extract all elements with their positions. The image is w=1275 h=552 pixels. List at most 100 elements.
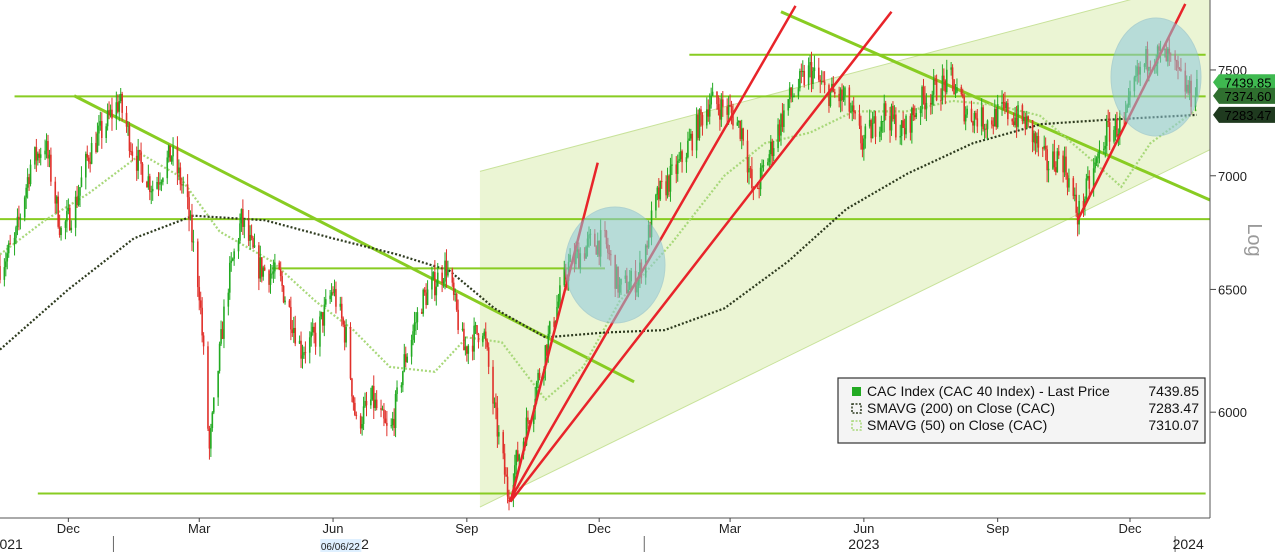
y-tick-label: 6500 — [1218, 282, 1247, 297]
candle-body — [176, 146, 179, 174]
candle-body — [879, 131, 881, 137]
candle-body — [1007, 103, 1009, 120]
candle-body — [813, 67, 816, 72]
candle-body — [710, 95, 712, 105]
candle-body — [493, 402, 496, 404]
candle-body — [1063, 156, 1066, 173]
candle-body — [140, 151, 142, 164]
candle-body — [260, 257, 263, 277]
candle-body — [233, 251, 235, 259]
candle-body — [96, 133, 99, 153]
candle-body — [375, 399, 378, 409]
candle-body — [117, 102, 119, 112]
candle-body — [791, 96, 794, 98]
candle-body — [681, 151, 683, 163]
candle-body — [1041, 147, 1044, 149]
candle-body — [298, 340, 301, 344]
candle-body — [956, 87, 958, 93]
candle-body — [322, 312, 324, 326]
candle-body — [924, 97, 926, 110]
candle-body — [342, 318, 345, 325]
candle-body — [463, 328, 465, 351]
candle-body — [864, 126, 867, 139]
candle-body — [780, 114, 782, 136]
candle-body — [951, 67, 954, 80]
candle-body — [127, 125, 129, 127]
y-tick-label: 7500 — [1218, 63, 1247, 78]
candle-body — [351, 378, 353, 397]
candle-body — [1082, 200, 1085, 207]
candle-body — [192, 241, 195, 243]
candle-body — [678, 159, 680, 161]
candle-body — [963, 96, 966, 122]
candle-body — [1108, 122, 1111, 142]
candle-body — [66, 210, 68, 222]
candle-body — [1033, 133, 1035, 143]
candle-body — [817, 67, 820, 80]
candle-body — [354, 402, 356, 415]
candle-body — [7, 243, 10, 254]
candle-body — [527, 417, 529, 422]
candle-body — [101, 121, 103, 139]
candle-body — [105, 126, 107, 139]
candle-body — [284, 300, 286, 303]
candle-body — [929, 102, 932, 105]
candle-body — [1014, 117, 1016, 125]
candle-body — [76, 196, 78, 206]
candle-body — [829, 90, 832, 106]
candle-body — [1031, 120, 1034, 143]
candle-body — [26, 177, 29, 188]
candle-body — [687, 140, 689, 158]
candle-body — [221, 329, 224, 339]
candle-body — [732, 112, 734, 126]
candle-body — [563, 269, 566, 286]
candle-body — [727, 104, 730, 115]
candle-body — [415, 322, 417, 324]
candle-body — [323, 304, 326, 326]
candle-body — [1113, 129, 1115, 142]
candle-body — [777, 124, 779, 149]
candle-body — [934, 79, 936, 81]
candle-body — [451, 269, 454, 283]
candle-body — [87, 157, 90, 162]
candle-body — [278, 262, 281, 270]
candle-body — [810, 62, 813, 84]
candle-body — [1005, 103, 1008, 109]
candle-body — [516, 450, 519, 461]
candle-body — [889, 115, 891, 131]
candle-body — [16, 216, 19, 228]
candle-body — [992, 124, 995, 127]
candle-body — [147, 176, 150, 188]
candle-body — [1044, 145, 1047, 150]
candle-body — [452, 282, 455, 295]
candle-body — [1052, 151, 1054, 169]
candle-body — [34, 147, 36, 165]
candle-body — [118, 101, 121, 112]
candle-body — [975, 113, 977, 119]
candle-body — [1117, 133, 1120, 137]
candle-body — [801, 71, 804, 73]
candle-body — [870, 120, 872, 139]
candle-body — [746, 140, 749, 173]
candle-body — [381, 409, 384, 411]
candle-body — [85, 153, 87, 178]
candle-body — [179, 167, 182, 185]
candle-body — [131, 151, 134, 156]
candle-body — [482, 335, 484, 343]
candle-body — [716, 91, 718, 105]
candle-body — [365, 400, 368, 406]
candle-body — [486, 340, 488, 348]
candle-body — [983, 128, 986, 130]
candle-body — [477, 333, 480, 343]
candle-body — [851, 105, 854, 112]
candle-body — [242, 209, 244, 227]
candle-body — [300, 340, 302, 359]
candle-body — [420, 312, 423, 314]
candle-body — [905, 115, 907, 135]
candle-body — [669, 165, 672, 192]
candle-body — [249, 234, 251, 241]
candle-body — [464, 346, 467, 351]
candle-body — [55, 196, 58, 204]
candle-body — [655, 194, 657, 211]
candle-body — [290, 306, 292, 330]
